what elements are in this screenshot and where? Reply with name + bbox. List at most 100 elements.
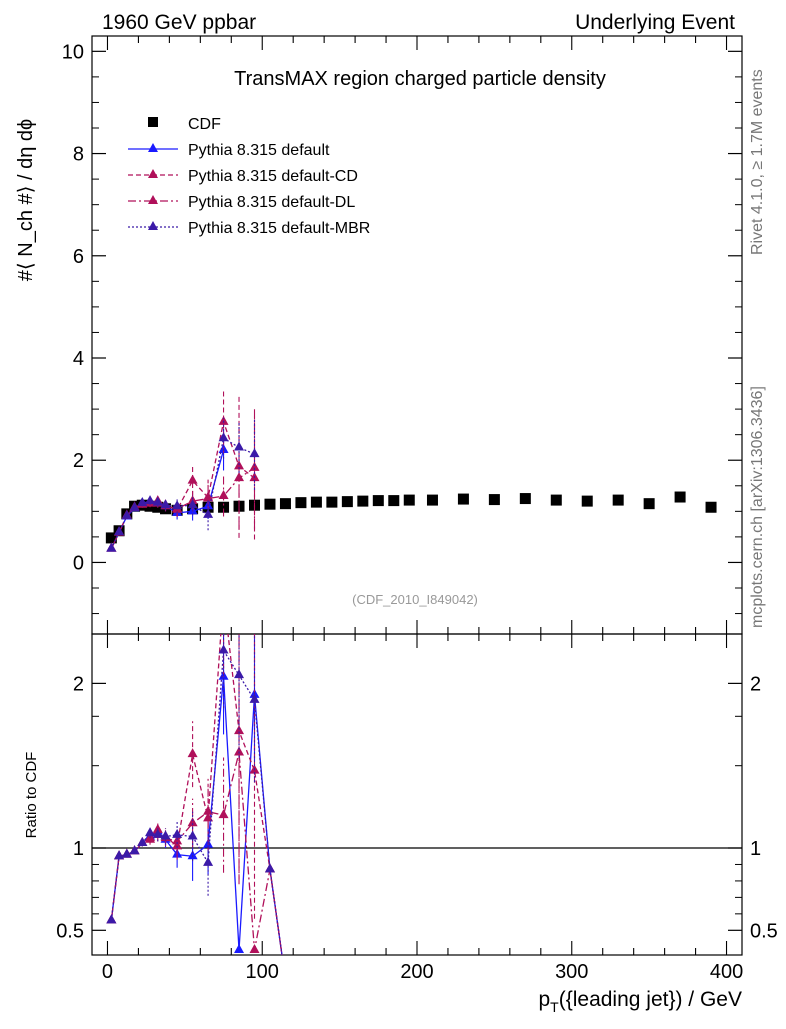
main-x-ticks <box>106 36 728 634</box>
ratio-point-mbr <box>234 669 245 679</box>
series-default <box>106 429 229 552</box>
legend: CDF Pythia 8.315 default Pythia 8.315 de… <box>128 116 370 237</box>
ratio-point-default <box>280 974 290 983</box>
x-tick-label: 300 <box>555 961 588 983</box>
ratio-point-mbr <box>152 828 163 838</box>
data-point-mbr <box>172 500 183 510</box>
data-point-mbr <box>121 509 132 519</box>
ratio-plot: Ratio to CDF 0.5 0.5 1 1 2 2 0 100 200 300 400 pT… <box>23 588 778 1015</box>
ratio-y-tick-label: 1 <box>73 838 84 860</box>
ratio-point-cd <box>172 840 183 850</box>
main-y-tick-label: 2 <box>73 450 84 472</box>
series-cd <box>106 391 260 552</box>
ratio-point-mbr <box>172 828 183 838</box>
ratio-point-mbr <box>187 830 198 840</box>
data-point-mbr <box>137 497 148 507</box>
header-left: 1960 GeV ppbar <box>102 11 256 34</box>
series-mbr <box>106 417 260 552</box>
data-point-cdf <box>279 498 291 510</box>
data-point-mbr <box>129 501 140 511</box>
data-point-cdf <box>457 493 469 505</box>
ratio-series-mbr <box>106 634 283 955</box>
side-label-rivet: Rivet 4.1.0, ≥ 1.7M events <box>749 69 766 255</box>
data-point-cdf <box>550 494 562 506</box>
ratio-y-axis-label: Ratio to CDF <box>23 752 40 839</box>
ratio-point-mbr <box>264 863 275 873</box>
ratio-point-mbr <box>145 827 156 837</box>
ratio-series-dl <box>106 634 290 983</box>
data-point-mbr <box>106 542 117 552</box>
ratio-point-mbr <box>249 693 260 703</box>
main-series-group <box>105 391 717 552</box>
ratio-point-dl <box>187 817 198 827</box>
main-plot: TransMAX region charged particle density… <box>15 35 743 635</box>
data-point-cdf <box>674 491 686 503</box>
ratio-series-group <box>106 588 290 983</box>
main-watermark: (CDF_2010_I849042) <box>352 592 478 607</box>
data-point-cdf <box>295 497 307 509</box>
ratio-plot-frame <box>91 633 743 956</box>
legend-label-cd: Pythia 8.315 default-CD <box>188 168 358 185</box>
data-point-dl <box>234 472 245 482</box>
legend-label-mbr: Pythia 8.315 default-MBR <box>188 220 370 237</box>
ratio-point-dl <box>280 974 290 983</box>
header-right: Underlying Event <box>575 11 735 34</box>
ratio-y-tick-label: 0.5 <box>56 920 84 942</box>
legend-marker-cdf <box>148 117 158 127</box>
main-y-ticks: 0 2 4 6 8 10 <box>62 41 742 615</box>
x-tick-label: 100 <box>246 961 279 983</box>
ratio-point-cd <box>219 588 229 597</box>
ratio-line-mbr <box>110 648 283 955</box>
data-point-cdf <box>705 501 717 513</box>
x-tick-label: 400 <box>710 961 743 983</box>
data-point-dl <box>249 461 260 471</box>
ratio-series-cd <box>106 588 283 955</box>
ratio-point-dl <box>234 746 245 756</box>
data-point-mbr <box>114 526 125 536</box>
data-point-cdf <box>488 494 500 506</box>
data-point-cdf <box>426 494 438 506</box>
data-point-cdf <box>218 501 230 513</box>
data-point-mbr <box>152 496 163 506</box>
ratio-line-default <box>110 676 283 955</box>
data-point-dl <box>218 490 229 499</box>
ratio-line-dl <box>110 752 283 955</box>
legend-marker-dl <box>148 195 158 204</box>
ratio-y-tick-label-right: 1 <box>750 838 761 860</box>
data-point-cdf <box>388 495 400 507</box>
main-y-tick-label: 8 <box>73 144 84 166</box>
data-point-mbr <box>249 448 260 458</box>
main-y-tick-label: 0 <box>73 552 84 574</box>
main-chart-title: TransMAX region charged particle density <box>234 68 606 90</box>
legend-entry-cd: Pythia 8.315 default-CD <box>128 168 358 185</box>
data-point-cd <box>187 474 198 484</box>
ratio-point-mbr <box>203 856 214 866</box>
series-line-mbr <box>110 437 255 549</box>
data-point-cdf <box>310 496 322 508</box>
legend-entry-mbr: Pythia 8.315 default-MBR <box>128 220 370 237</box>
main-y-tick-label: 10 <box>62 41 84 63</box>
ratio-point-default <box>187 850 198 860</box>
ratio-point-mbr <box>160 830 171 840</box>
data-point-mbr <box>218 432 229 442</box>
ratio-y-tick-label-right: 0.5 <box>750 920 778 942</box>
data-point-cdf <box>519 493 531 505</box>
ratio-point-mbr <box>114 850 125 860</box>
data-point-cdf <box>643 498 655 510</box>
data-point-cdf <box>372 495 384 507</box>
ratio-point-cd <box>187 748 198 758</box>
data-point-mbr <box>187 499 198 509</box>
data-point-cdf <box>105 532 117 544</box>
ratio-point-dl <box>249 944 260 954</box>
side-label-mcplots: mcplots.cern.ch [arXiv:1306.3436] <box>749 386 766 628</box>
ratio-y-ticks: 0.5 0.5 1 1 2 2 <box>56 673 778 942</box>
data-point-mbr <box>145 495 156 505</box>
x-axis-label: pT({leading jet}) / GeV <box>538 988 742 1015</box>
ratio-y-tick-label: 2 <box>73 673 84 695</box>
ratio-x-ticks: 0 100 200 300 400 <box>102 634 743 983</box>
data-point-mbr <box>234 441 245 451</box>
legend-entry-cdf: CDF <box>148 116 221 133</box>
data-point-cdf <box>403 494 415 506</box>
data-point-cdf <box>326 496 338 508</box>
